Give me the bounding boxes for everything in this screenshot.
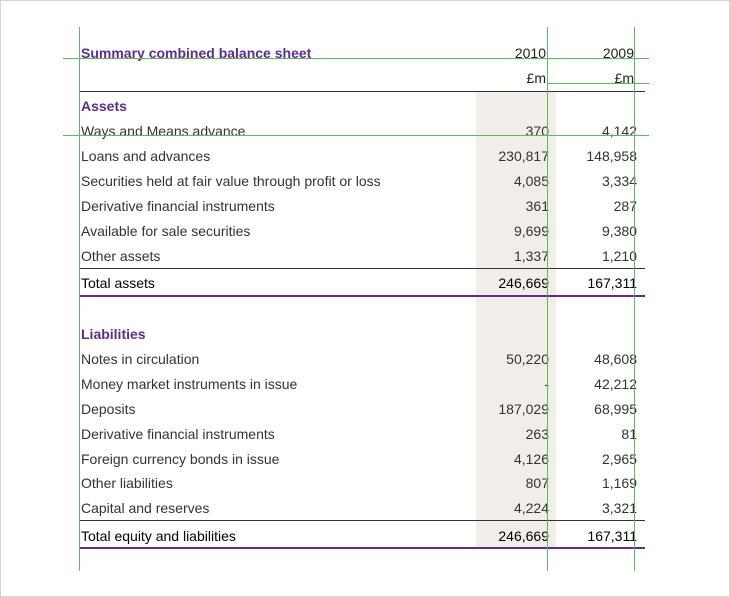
value-2010: 9,699: [513, 223, 549, 239]
value-2009: 48,608: [594, 351, 637, 367]
value-2010: 4,085: [513, 173, 549, 189]
table-row: Derivative financial instruments 361 287: [81, 195, 645, 217]
row-label: Available for sale securities: [81, 223, 251, 239]
guide-line: [547, 27, 548, 571]
table-row: Securities held at fair value through pr…: [81, 170, 645, 192]
table-row: Derivative financial instruments 263 81: [81, 423, 645, 445]
value-2009: 148,958: [586, 148, 637, 164]
value-2009: 1,210: [601, 248, 637, 264]
value-2009: 3,321: [601, 500, 637, 516]
row-label: Total assets: [81, 275, 155, 291]
subtotal-rule: [79, 520, 645, 521]
value-2010: 246,669: [498, 528, 549, 544]
table-row: Money market instruments in issue - 42,2…: [81, 373, 645, 395]
guide-line: [63, 135, 649, 136]
guide-line: [547, 83, 649, 84]
value-2009: 167,311: [587, 275, 637, 291]
value-2010: 370: [525, 123, 549, 139]
total-row: Total assets 246,669 167,311: [81, 272, 645, 294]
table-row: Ways and Means advance 370 4,142: [81, 120, 645, 142]
row-label: Other assets: [81, 248, 161, 264]
value-2009: 2,965: [601, 451, 637, 467]
total-rule: [79, 547, 645, 549]
row-label: Securities held at fair value through pr…: [81, 173, 381, 189]
unit-2009-header: £m: [614, 70, 634, 86]
row-label: Derivative financial instruments: [81, 426, 275, 442]
subtotal-rule: [79, 268, 645, 269]
liabilities-heading: Liabilities: [81, 326, 146, 342]
row-label: Loans and advances: [81, 148, 211, 164]
value-2010: 1,337: [513, 248, 549, 264]
year-2009-header: 2009: [602, 45, 634, 61]
row-label: Other liabilities: [81, 475, 173, 491]
row-label: Ways and Means advance: [81, 123, 246, 139]
year-2010-header: 2010: [514, 45, 546, 61]
table-row: Other assets 1,337 1,210: [81, 245, 645, 267]
table-row: Loans and advances 230,817 148,958: [81, 145, 645, 167]
table-row: Notes in circulation 50,220 48,608: [81, 348, 645, 370]
row-label: Money market instruments in issue: [81, 376, 298, 392]
value-2010: 187,029: [498, 401, 549, 417]
value-2009: 42,212: [594, 376, 637, 392]
value-2009: 1,169: [601, 475, 637, 491]
value-2010: 246,669: [498, 275, 549, 291]
value-2009: 4,142: [601, 123, 637, 139]
value-2010: 4,224: [513, 500, 549, 516]
row-label: Foreign currency bonds in issue: [81, 451, 280, 467]
row-label: Total equity and liabilities: [81, 528, 236, 544]
guide-line: [63, 58, 649, 59]
guide-line: [79, 27, 80, 571]
value-2010: 230,817: [498, 148, 549, 164]
table-row: Other liabilities 807 1,169: [81, 472, 645, 494]
assets-heading: Assets: [81, 98, 127, 114]
table-title: Summary combined balance sheet: [81, 45, 312, 61]
unit-2010-header: £m: [526, 70, 546, 86]
table-row: Available for sale securities 9,699 9,38…: [81, 220, 645, 242]
row-label: Notes in circulation: [81, 351, 200, 367]
row-label: Capital and reserves: [81, 500, 210, 516]
value-2009: 3,334: [601, 173, 637, 189]
value-2009: 9,380: [601, 223, 637, 239]
value-2009: 68,995: [594, 401, 637, 417]
table-row: Foreign currency bonds in issue 4,126 2,…: [81, 448, 645, 470]
row-label: Deposits: [81, 401, 136, 417]
table-row: Deposits 187,029 68,995: [81, 398, 645, 420]
column-2010-shade: [476, 91, 556, 548]
value-2009: 167,311: [587, 528, 637, 544]
value-2009: 287: [613, 198, 637, 214]
total-row: Total equity and liabilities 246,669 167…: [81, 525, 645, 547]
total-rule: [79, 295, 645, 297]
value-2010: 50,220: [506, 351, 549, 367]
guide-line: [634, 27, 635, 571]
value-2010: 807: [525, 475, 549, 491]
value-2010: 4,126: [513, 451, 549, 467]
table-row: Capital and reserves 4,224 3,321: [81, 497, 645, 519]
row-label: Derivative financial instruments: [81, 198, 275, 214]
header-rule: [79, 91, 645, 92]
value-2010: 361: [525, 198, 549, 214]
value-2010: 263: [525, 426, 549, 442]
value-2009: 81: [621, 426, 637, 442]
value-2010: -: [544, 376, 549, 392]
